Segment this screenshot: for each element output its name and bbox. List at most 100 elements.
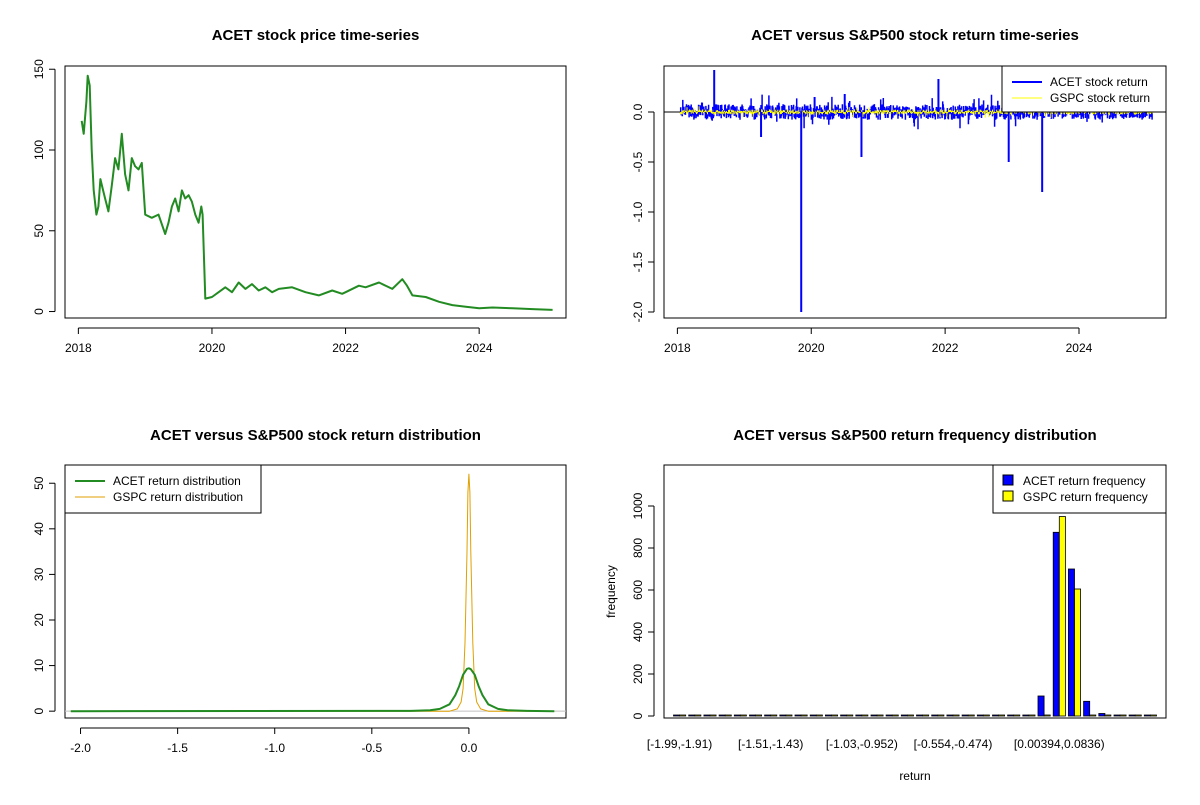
bar-3-0-31 (1143, 714, 1151, 717)
bar-3-0-3 (718, 714, 726, 717)
bar-3-1-2 (709, 714, 717, 717)
bar-3-0-23 (1022, 714, 1030, 717)
bar-3-0-30 (1128, 714, 1136, 717)
y-tick-label-3-0: 0 (631, 712, 645, 719)
bar-3-1-21 (998, 714, 1005, 717)
bar-3-0-24 (1037, 695, 1045, 717)
bar-3-1-23 (1028, 714, 1036, 717)
bar-3-1-9 (815, 714, 823, 717)
chart-title-3: ACET versus S&P500 return frequency dist… (733, 427, 1096, 444)
x-tick-label-1-3: 2024 (1066, 341, 1093, 355)
x-category-label-3-1: [-1.51,-1.43) (738, 737, 803, 751)
bar-3-0-4 (733, 714, 741, 717)
x-tick-label-0-3: 2024 (466, 341, 493, 355)
bar-3-1-30 (1134, 714, 1142, 717)
bar-3-0-1 (688, 714, 696, 717)
x-tick-label-1-2: 2022 (932, 341, 959, 355)
legend-label-1-0: ACET stock return (1050, 75, 1148, 89)
bar-3-0-20 (976, 714, 984, 717)
plot-frame-1 (663, 65, 1167, 319)
bar-3-1-13 (876, 714, 884, 717)
y-tick-label-3-3: 600 (631, 580, 645, 600)
x-tick-label-2-3: -0.5 (361, 741, 382, 755)
y-tick-label-0-3: 150 (32, 59, 46, 79)
plot-frame-3 (663, 464, 1167, 719)
x-axis-title-3: return (899, 769, 930, 783)
bar-3-0-7 (779, 714, 787, 717)
y-tick-label-1-4: -2.0 (631, 301, 645, 322)
bar-3-0-9 (809, 714, 817, 717)
bar-3-1-17 (937, 714, 945, 717)
bar-3-0-26 (1068, 568, 1075, 717)
bar-3-0-29 (1113, 714, 1121, 717)
y-tick-label-1-0: 0.0 (631, 103, 645, 120)
bar-3-0-25 (1052, 531, 1060, 717)
legend-swatch-3-1 (1002, 490, 1014, 502)
density-curve-2-1 (70, 473, 555, 712)
bar-3-1-4 (739, 714, 747, 717)
bar-3-0-5 (749, 714, 756, 717)
y-axis-title-3: frequency (604, 565, 618, 618)
bar-3-0-8 (794, 714, 802, 717)
bar-3-0-21 (992, 714, 999, 717)
bar-3-1-20 (982, 714, 990, 717)
bar-3-1-6 (770, 714, 778, 717)
x-category-label-3-4: [0.00394,0.0836) (1014, 737, 1105, 751)
bar-3-0-13 (870, 714, 878, 717)
bar-3-1-15 (907, 714, 914, 717)
x-tick-label-1-1: 2020 (798, 341, 825, 355)
y-tick-label-3-1: 200 (631, 664, 645, 684)
bar-3-1-26 (1074, 588, 1081, 717)
y-tick-label-2-4: 40 (32, 522, 46, 536)
x-tick-label-1-0: 2018 (664, 341, 691, 355)
y-tick-label-2-2: 20 (32, 613, 46, 627)
x-category-label-3-2: [-1.03,-0.952) (826, 737, 898, 751)
bar-3-1-8 (800, 714, 808, 717)
plot-frame-2 (64, 464, 567, 719)
bar-3-1-3 (724, 714, 732, 717)
x-tick-label-0-1: 2020 (199, 341, 226, 355)
chart-title-0: ACET stock price time-series (212, 27, 420, 44)
y-tick-label-1-1: -0.5 (631, 151, 645, 172)
y-tick-label-2-3: 30 (32, 567, 46, 581)
bar-3-1-29 (1119, 714, 1127, 717)
bar-3-1-19 (967, 714, 975, 717)
bar-3-0-2 (703, 714, 711, 717)
legend-box-2 (64, 464, 262, 514)
density-curve-2-0 (70, 667, 555, 713)
y-tick-label-2-1: 10 (32, 659, 46, 673)
bar-3-1-22 (1013, 714, 1021, 717)
bar-3-1-14 (891, 714, 899, 717)
y-tick-label-3-4: 800 (631, 538, 645, 558)
bar-3-1-1 (694, 714, 702, 717)
y-tick-label-2-0: 0 (32, 708, 46, 715)
y-tick-label-1-2: -1.0 (631, 201, 645, 222)
legend-label-3-1: GSPC return frequency (1023, 490, 1148, 504)
bar-3-0-17 (931, 714, 939, 717)
y-tick-label-3-5: 1000 (631, 492, 645, 519)
chart-title-1: ACET versus S&P500 stock return time-ser… (751, 27, 1079, 44)
bar-3-0-14 (885, 714, 893, 717)
plot-frame-0 (64, 65, 567, 319)
x-tick-label-0-0: 2018 (65, 341, 92, 355)
x-tick-label-0-2: 2022 (332, 341, 359, 355)
bar-3-1-28 (1104, 714, 1112, 717)
y-tick-label-2-5: 50 (32, 476, 46, 490)
bar-3-1-12 (861, 714, 869, 717)
legend-label-2-0: ACET return distribution (113, 474, 241, 488)
bar-3-0-10 (825, 714, 832, 717)
bar-3-0-16 (916, 714, 923, 717)
y-tick-label-0-2: 100 (32, 140, 46, 160)
y-tick-label-1-3: -1.5 (631, 251, 645, 272)
bar-3-0-11 (840, 714, 848, 717)
bar-3-0-19 (961, 714, 969, 717)
y-tick-label-0-0: 0 (32, 308, 46, 315)
chart-title-2: ACET versus S&P500 stock return distribu… (150, 427, 481, 444)
x-category-label-3-3: [-0.554,-0.474) (914, 737, 993, 751)
legend-label-2-1: GSPC return distribution (113, 490, 243, 504)
legend-box-1 (1001, 65, 1167, 113)
x-tick-label-2-1: -1.5 (167, 741, 188, 755)
bar-3-0-28 (1098, 713, 1106, 717)
x-tick-label-2-2: -1.0 (264, 741, 285, 755)
